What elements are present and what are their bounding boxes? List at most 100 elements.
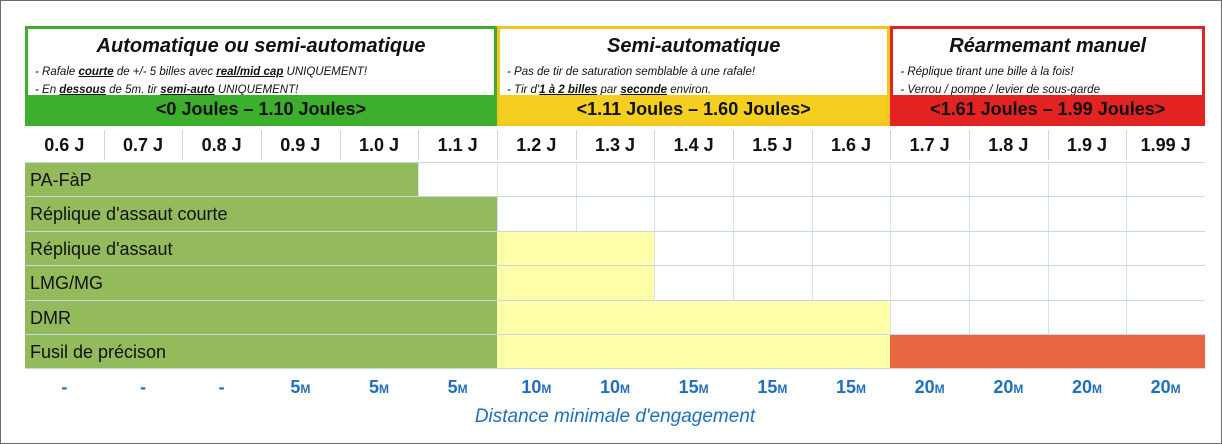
distance-unit: M — [1013, 382, 1024, 396]
column-divider — [1126, 130, 1128, 160]
column-divider — [418, 130, 420, 160]
allowed-semi-block — [497, 300, 891, 334]
section-title: Réarmemant manuel — [949, 35, 1147, 57]
column-divider — [969, 130, 970, 160]
column-divider — [1047, 130, 1049, 160]
distance-unit: M — [934, 382, 945, 396]
joule-header-cell: 0.9 J — [280, 135, 321, 155]
note-text: de 5m. tir — [105, 84, 161, 96]
column-divider — [890, 130, 892, 160]
note-text: environ. — [667, 84, 712, 96]
allowed-auto-block — [25, 335, 497, 369]
distance-cell: 20M — [890, 374, 969, 400]
row-label: Réplique d'assaut — [30, 238, 173, 259]
joule-header-cell: 0.7 J — [122, 135, 163, 155]
column-divider — [575, 130, 577, 160]
section-header: Automatique ou semi-automatique - Rafale … — [25, 26, 497, 126]
distance-unit: M — [378, 382, 389, 396]
note-text: real/mid cap — [216, 66, 284, 78]
distance-unit: M — [1092, 382, 1102, 396]
joule-header-cell: 1.9 J — [1066, 135, 1107, 155]
note-text: - Verrou / pompe / levier de sous-garde — [900, 84, 1100, 96]
grid-line — [25, 196, 1205, 198]
column-divider — [654, 130, 656, 160]
note-text: - Rafale — [35, 66, 79, 78]
distance-cell: 5M — [340, 374, 419, 400]
note-text: - Réplique tirant une bille à la fois! — [900, 66, 1074, 78]
distance-value: 20 — [993, 377, 1014, 397]
allowed-auto-block — [25, 266, 497, 300]
section-header: Semi-automatique - Pas de tir de saturati… — [497, 26, 891, 126]
note-text: - Pas de tir de saturation semblable à u… — [507, 66, 756, 78]
section-title: Semi-automatique — [606, 35, 781, 57]
distance-cell: 20M — [1126, 374, 1205, 400]
allowed-auto-block — [25, 300, 497, 334]
row-label: PA-FàP — [30, 170, 92, 190]
joule-header-cell: 0.8 J — [201, 135, 242, 155]
distance-unit: M — [620, 382, 630, 396]
allowed-semi-block — [497, 231, 655, 266]
joule-range-band: <1.61 Joules – 1.99 Joules> — [893, 95, 1202, 123]
joule-header-cell: 1.3 J — [594, 135, 635, 155]
note-text: par — [597, 84, 621, 96]
joule-header-cell: 1.0 J — [358, 135, 399, 155]
distance-cell: 5M — [261, 374, 340, 400]
distance-value: - — [218, 377, 225, 397]
column-divider — [339, 130, 341, 160]
note-text: dessous — [59, 84, 106, 96]
distance-value: 10 — [521, 377, 542, 397]
distance-unit: M — [541, 382, 552, 396]
grid-line — [25, 368, 1205, 370]
distance-cell: 15M — [733, 374, 812, 400]
grid-line — [25, 299, 1205, 301]
allowed-manual-block — [890, 335, 1205, 369]
distance-unit: M — [698, 382, 709, 396]
column-divider — [811, 130, 813, 160]
grid-line — [25, 162, 1205, 163]
section-note: - Rafale courte de +/- 5 billes avec rea… — [35, 66, 367, 78]
grid-line — [25, 230, 1205, 232]
row-label: Fusil de précison — [30, 342, 167, 362]
grid-line — [25, 265, 1205, 267]
section-note: - Pas de tir de saturation semblable à u… — [507, 66, 755, 78]
distance-cell: 20M — [969, 374, 1048, 400]
distance-value: 5 — [290, 377, 301, 397]
grid-line — [25, 334, 1205, 335]
distance-cell: - — [25, 374, 104, 400]
section-note: - Réplique tirant une bille à la fois! — [900, 66, 1073, 78]
distance-value: - — [61, 377, 68, 397]
distance-unit: M — [300, 382, 311, 396]
column-divider — [103, 130, 105, 160]
distance-value: 20 — [914, 377, 935, 397]
distance-unit: M — [777, 382, 788, 396]
section-title: Automatique ou semi-automatique — [96, 35, 426, 57]
row-label: LMG/MG — [30, 273, 104, 294]
section-note: - Tir d'1 à 2 billes par seconde environ… — [507, 84, 711, 96]
joule-header-cell: 1.1 J — [437, 135, 478, 155]
note-text: courte — [78, 66, 114, 78]
joule-header-cell: 0.6 J — [44, 135, 85, 155]
note-text: seconde — [620, 84, 667, 96]
distance-value: 15 — [757, 377, 778, 397]
note-text: semi-auto — [160, 84, 215, 96]
column-divider — [182, 130, 184, 160]
allowed-semi-block — [497, 266, 655, 300]
distance-cell: 10M — [497, 374, 576, 400]
note-text: UNIQUEMENT! — [214, 84, 299, 96]
joule-range-band: <0 Joules – 1.10 Joules> — [28, 95, 494, 123]
distance-cell: - — [104, 374, 183, 400]
joule-range-band: <1.11 Joules – 1.60 Joules> — [500, 95, 888, 123]
section-note: - Verrou / pompe / levier de sous-garde — [900, 84, 1100, 96]
note-text: de +/- 5 billes avec — [113, 66, 217, 78]
joule-header-cell: 1.99 J — [1140, 135, 1191, 155]
column-divider — [261, 130, 262, 160]
distance-value: 5 — [368, 377, 379, 397]
joule-header-cell: 1.6 J — [830, 135, 871, 155]
note-text: 1 à 2 billes — [539, 84, 598, 96]
distance-cell: 15M — [654, 374, 733, 400]
distance-cell: - — [182, 374, 261, 400]
distance-cell: 20M — [1048, 374, 1127, 400]
distance-value: 10 — [599, 377, 620, 397]
joule-header-cell: 1.4 J — [673, 135, 714, 155]
allowed-auto-block — [25, 231, 497, 266]
